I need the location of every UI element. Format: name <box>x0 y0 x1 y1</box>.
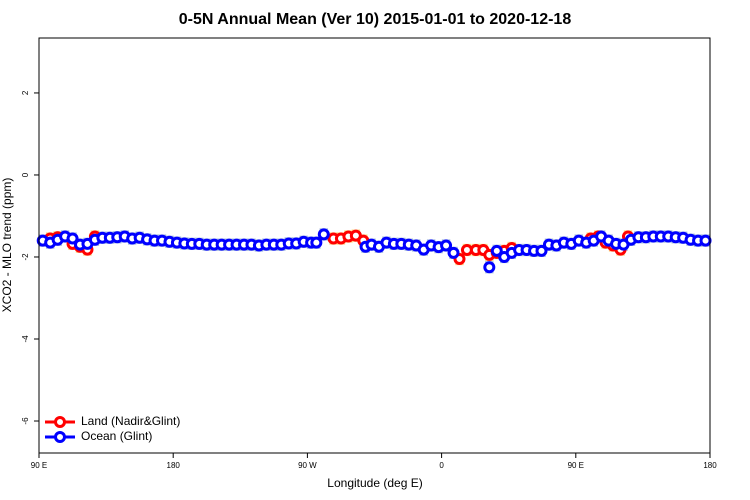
x-tick-label: 180 <box>703 461 717 470</box>
plot-frame <box>38 37 711 454</box>
marks <box>36 228 712 274</box>
point <box>490 244 503 257</box>
x-tick-label: 90 W <box>298 461 317 470</box>
point <box>699 234 712 247</box>
point <box>483 261 496 274</box>
legend-marker <box>54 431 66 443</box>
point <box>440 239 453 252</box>
x-tick-label: 180 <box>167 461 181 470</box>
x-axis-label: Longitude (deg E) <box>327 476 422 490</box>
point <box>66 232 79 245</box>
y-tick-label: -4 <box>21 335 30 343</box>
y-tick-label: 0 <box>21 172 30 177</box>
y-axis-label: XCO2 - MLO trend (ppm) <box>0 178 14 313</box>
legend: Land (Nadir&Glint)Ocean (Glint) <box>45 414 180 443</box>
legend-marker <box>54 416 66 428</box>
point <box>310 236 323 249</box>
legend-label: Land (Nadir&Glint) <box>81 414 180 428</box>
x-tick-label: 90 E <box>568 461 584 470</box>
y-tick-label: 2 <box>21 90 30 95</box>
point <box>447 246 460 259</box>
x-tick-label: 0 <box>439 461 444 470</box>
y-tick-label: -6 <box>21 417 30 425</box>
chart-title: 0-5N Annual Mean (Ver 10) 2015-01-01 to … <box>179 11 572 28</box>
point <box>535 244 548 257</box>
x-tick-label: 90 E <box>31 461 47 470</box>
y-tick-label: -2 <box>21 253 30 261</box>
legend-label: Ocean (Glint) <box>81 429 152 443</box>
point <box>317 228 330 241</box>
